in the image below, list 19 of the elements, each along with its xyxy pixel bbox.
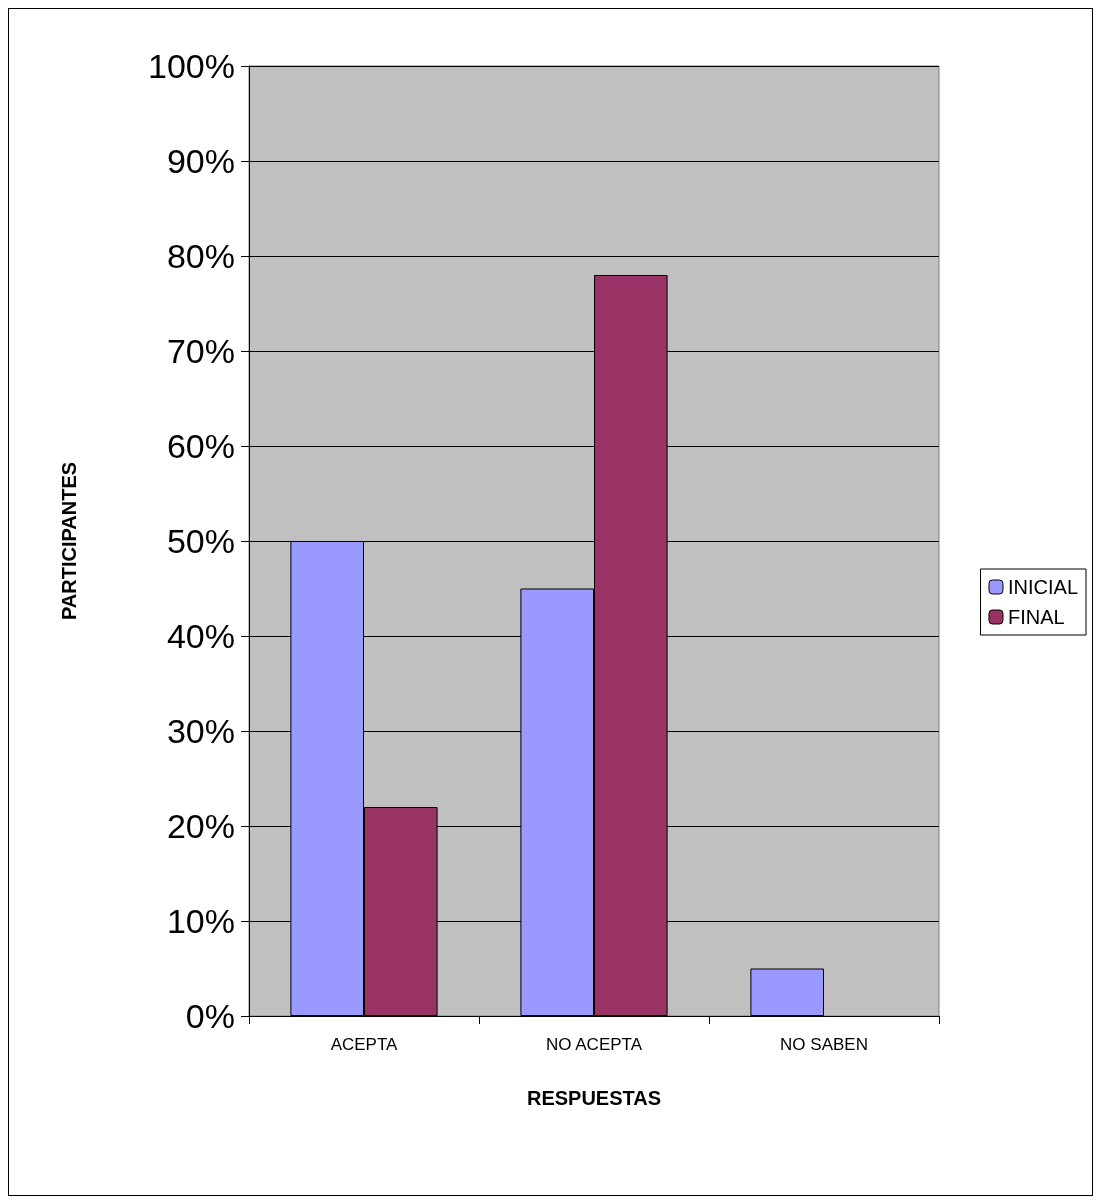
y-axis-title: PARTICIPANTES — [58, 461, 80, 621]
y-tick-label: 0% — [185, 997, 235, 1035]
x-tick-label: ACEPTA — [330, 1035, 399, 1054]
y-tick-label: 60% — [166, 427, 235, 465]
bar — [750, 968, 824, 1016]
y-tick-label: 70% — [166, 332, 235, 370]
x-tick-label: NO ACEPTA — [545, 1035, 643, 1054]
y-tick-label: 10% — [166, 902, 235, 940]
legend-label: FINAL — [1007, 606, 1065, 628]
y-tick-label: 40% — [166, 617, 235, 655]
legend-label: INICIAL — [1007, 576, 1079, 598]
y-tick-label: 20% — [166, 807, 235, 845]
y-tick-label: 80% — [166, 237, 235, 275]
y-tick-label: 90% — [166, 142, 235, 180]
x-axis-title: RESPUESTAS — [526, 1087, 662, 1109]
x-tick-label: NO SABEN — [780, 1035, 868, 1054]
y-tick-label: 50% — [166, 522, 235, 560]
y-tick-label: 100% — [148, 47, 235, 85]
y-tick-label: 30% — [166, 712, 235, 750]
